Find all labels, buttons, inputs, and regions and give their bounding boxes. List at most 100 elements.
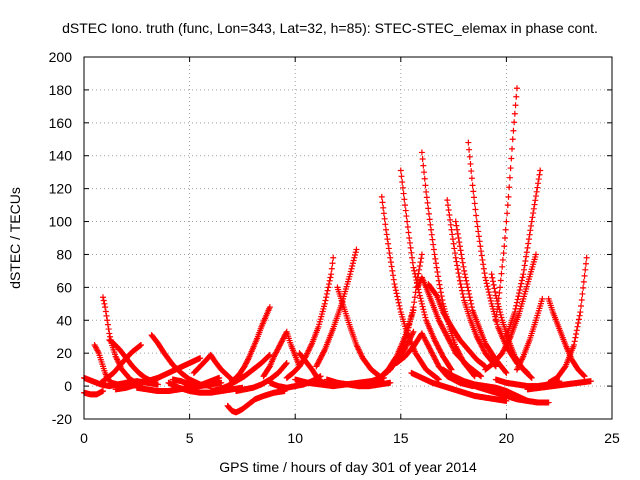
data-point — [434, 269, 441, 276]
data-point — [456, 239, 463, 246]
data-point — [386, 250, 393, 257]
data-point — [407, 244, 414, 251]
data-point — [104, 321, 111, 328]
data-point — [521, 262, 528, 269]
data-point — [465, 139, 472, 146]
data-point — [427, 221, 434, 228]
data-point — [100, 297, 107, 304]
data-point — [523, 249, 530, 256]
data-point — [478, 373, 485, 380]
data-point — [454, 230, 461, 237]
data-point — [525, 240, 532, 247]
data-point — [266, 304, 273, 311]
data-point — [523, 253, 530, 260]
y-tick-label: 140 — [49, 148, 73, 164]
data-point — [393, 290, 400, 297]
data-point — [475, 228, 482, 235]
data-point — [406, 235, 413, 241]
data-point — [101, 300, 108, 307]
series-track-19 — [283, 254, 337, 381]
data-point — [417, 259, 424, 266]
data-point — [530, 210, 537, 217]
data-point — [330, 254, 337, 261]
data-point — [459, 259, 466, 266]
data-point — [513, 299, 520, 306]
data-point — [444, 202, 451, 209]
data-point — [323, 290, 330, 297]
data-point — [408, 249, 415, 256]
series-track-21 — [292, 374, 387, 390]
data-point — [524, 244, 531, 251]
series-track-37 — [465, 139, 531, 376]
data-point — [501, 235, 508, 241]
data-point — [463, 281, 470, 288]
series-track-47 — [545, 254, 590, 386]
data-point — [418, 300, 425, 307]
data-point — [468, 300, 475, 307]
data-point — [510, 127, 517, 134]
data-point — [428, 231, 435, 238]
data-point — [468, 304, 475, 311]
data-point — [482, 277, 489, 284]
data-point — [430, 246, 437, 253]
data-point — [518, 277, 525, 284]
data-point — [411, 294, 418, 301]
data-point — [511, 309, 518, 316]
data-point — [477, 243, 484, 250]
data-point — [400, 190, 407, 197]
data-point — [455, 270, 462, 277]
data-point — [218, 379, 225, 386]
data-point — [424, 199, 431, 206]
data-point — [387, 254, 394, 261]
series-track-23 — [334, 284, 383, 380]
data-point — [466, 146, 473, 153]
data-point — [409, 330, 416, 337]
data-point — [349, 262, 356, 269]
data-point — [511, 119, 518, 126]
data-point — [512, 102, 519, 109]
series-track-45 — [513, 295, 546, 373]
data-point — [429, 236, 436, 243]
data-point — [528, 222, 535, 229]
data-point — [421, 311, 428, 318]
data-point — [406, 321, 413, 328]
data-point — [537, 167, 544, 174]
y-tick-label: 80 — [56, 246, 72, 262]
data-point — [478, 248, 485, 255]
data-point — [530, 205, 537, 212]
data-point — [480, 261, 487, 268]
data-point — [405, 229, 412, 236]
data-point — [531, 201, 538, 208]
data-point — [497, 309, 504, 316]
data-point — [574, 323, 581, 330]
data-point — [100, 388, 107, 395]
data-point — [485, 289, 492, 296]
data-point — [466, 153, 473, 160]
data-point — [452, 218, 459, 225]
data-point — [502, 369, 509, 376]
data-point — [419, 156, 426, 163]
data-point — [469, 182, 476, 189]
data-point — [423, 194, 430, 201]
data-point — [573, 327, 580, 334]
y-tick-label: 0 — [64, 378, 72, 394]
data-point — [490, 281, 497, 288]
data-point — [529, 214, 536, 221]
x-tick-label: 25 — [604, 430, 620, 446]
data-point — [418, 298, 425, 305]
data-point — [408, 312, 415, 319]
data-point — [321, 300, 328, 307]
data-point — [462, 274, 469, 281]
data-point — [479, 256, 486, 263]
data-point — [464, 284, 471, 291]
data-point — [503, 218, 510, 225]
data-point — [409, 307, 416, 314]
y-tick-label: 20 — [56, 345, 72, 361]
data-point — [405, 324, 412, 331]
data-point — [587, 378, 594, 385]
data-point — [455, 235, 462, 241]
data-point — [154, 381, 161, 388]
data-point — [323, 294, 330, 301]
data-point — [100, 294, 107, 301]
data-point — [578, 303, 585, 310]
